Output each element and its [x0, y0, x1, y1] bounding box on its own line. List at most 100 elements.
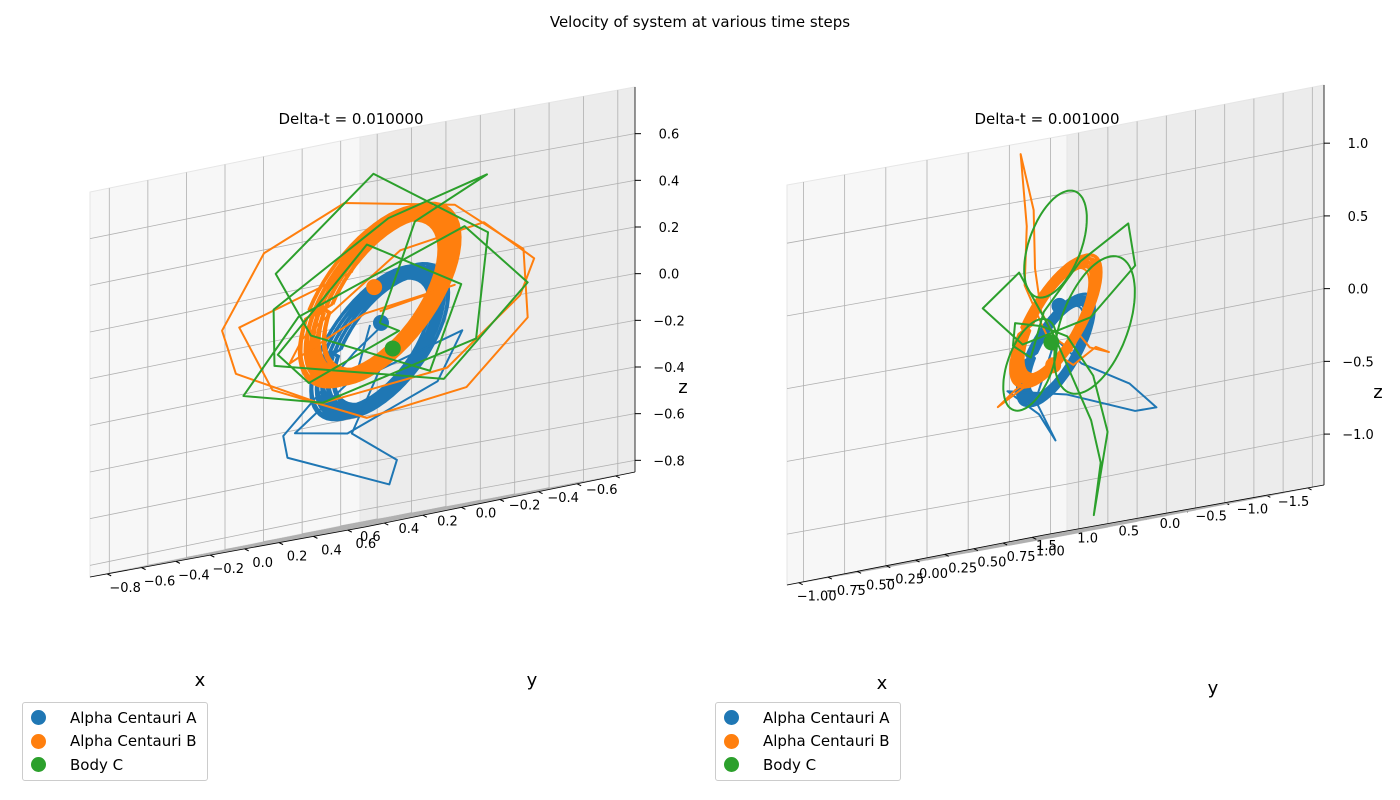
x-tick-label: 0.0	[1160, 517, 1181, 532]
y-axis-line	[786, 534, 1045, 586]
z-tick-label: 0.5	[1348, 210, 1369, 225]
z-gridline	[89, 459, 636, 566]
x-tick-label: −0.4	[547, 491, 579, 506]
y-tick-label: 1.00	[1036, 544, 1065, 559]
axes-box: −1.5−1.0−0.50.00.51.01.5−1.00−0.75−0.50−…	[786, 84, 1374, 605]
z-tick-label: −0.6	[653, 408, 685, 423]
legend-item: Alpha Centauri B	[31, 730, 197, 754]
trajectory-line	[282, 321, 464, 486]
trajectories	[221, 172, 536, 486]
z-tick-label: 0.0	[1348, 283, 1369, 298]
y-tick-label: 0.6	[355, 537, 376, 552]
x-axis-line	[364, 471, 636, 528]
y-gridline	[1003, 92, 1284, 544]
x-tick-label: −0.2	[509, 499, 541, 514]
y-tick	[827, 576, 833, 580]
y-tick-label: 0.75	[1007, 550, 1036, 565]
y-gridline	[244, 108, 516, 550]
body-position-marker	[366, 279, 383, 296]
y-tick	[798, 582, 803, 586]
z-axis-label: z	[1373, 382, 1382, 403]
x-tick	[615, 475, 620, 479]
y-tick	[973, 548, 979, 552]
y-tick-label: −0.4	[178, 568, 210, 583]
y-axis-label: y	[1208, 678, 1219, 699]
x-tick-label: −1.0	[1237, 502, 1269, 517]
legend-label: Alpha Centauri A	[70, 708, 197, 727]
x-tick	[576, 483, 582, 487]
z-tick-label: −0.5	[1342, 355, 1374, 370]
z-gridline	[786, 433, 1325, 535]
x-axis-line	[1043, 484, 1325, 536]
y-gridline	[210, 115, 481, 556]
y-tick	[278, 542, 284, 546]
x-tick	[422, 514, 428, 518]
legend-item: Alpha Centauri A	[31, 706, 197, 730]
y-gridline	[107, 133, 378, 575]
y-tick-label: 0.50	[977, 556, 1006, 571]
x-tick-label: 1.0	[1077, 532, 1098, 547]
y-tick	[1032, 536, 1037, 540]
z-tick-label: −0.4	[653, 361, 685, 376]
y-gridline	[827, 127, 1109, 578]
x-axis-label: x	[195, 670, 206, 691]
orbit-rings	[297, 201, 462, 389]
z-gridline	[89, 133, 636, 240]
y-tick	[313, 535, 318, 539]
z-tick-label: −0.8	[653, 454, 685, 469]
legend-label: Alpha Centauri B	[763, 732, 890, 751]
y-tick-label: −0.6	[144, 575, 176, 590]
legend-label: Body C	[763, 755, 817, 774]
z-axis-label: z	[678, 377, 687, 398]
x-tick-label: 0.2	[437, 514, 458, 529]
trajectory-line	[221, 202, 536, 419]
subplot-title: Delta-t = 0.010000	[279, 110, 424, 128]
y-gridline	[313, 96, 584, 537]
axes-box: −0.6−0.4−0.20.00.20.40.6−0.8 −0.6 −0.4 −0.2…	[89, 86, 685, 596]
x-tick-label: 0.6	[360, 530, 381, 545]
legend-right: Alpha Centauri A Alpha Centauri B Body C	[715, 702, 901, 781]
trajectory-line	[242, 172, 529, 404]
subplot-delta-t-0.001: −1.5−1.0−0.50.00.51.01.5−1.00−0.75−0.50−…	[786, 84, 1383, 699]
z-gridline	[89, 179, 636, 286]
legend-left: Alpha Centauri A Alpha Centauri B Body C	[22, 702, 208, 781]
x-tick	[538, 491, 543, 495]
legend-item: Alpha Centauri A	[724, 706, 890, 730]
z-gridline	[89, 413, 636, 520]
x-tick-label: 0.4	[399, 522, 420, 537]
y-tick-label: −0.2	[213, 562, 245, 577]
z-tick-label: −1.0	[1342, 428, 1374, 443]
y-tick	[347, 529, 353, 533]
z-tick-label: 0.4	[659, 174, 680, 189]
y-gridline	[278, 102, 550, 544]
y-tick	[1002, 542, 1008, 546]
alpha-centauri-b-marker	[31, 733, 46, 749]
legend-item: Alpha Centauri B	[724, 730, 890, 754]
y-tick	[915, 559, 920, 563]
x-tick-label: −0.5	[1195, 510, 1227, 525]
loop-segment	[1053, 255, 1136, 395]
x-tick-label: −0.6	[586, 483, 618, 498]
alpha-centauri-a-marker	[31, 710, 46, 726]
alpha-centauri-a-marker	[724, 710, 739, 726]
x-tick	[499, 499, 505, 502]
x-tick-label: −1.5	[1278, 495, 1310, 510]
x-tick	[384, 522, 389, 526]
x-tick-label: 0.0	[476, 507, 497, 522]
legend-item: Body C	[724, 753, 890, 777]
y-tick-label: 0.00	[919, 567, 948, 582]
z-gridline	[89, 273, 636, 380]
body-c-trajectory	[242, 172, 529, 404]
z-tick-label: 0.2	[659, 221, 680, 236]
trajectory-line	[1006, 337, 1158, 442]
y-tick	[244, 548, 249, 552]
z-gridline	[89, 226, 636, 333]
y-tick-label: 0.4	[321, 543, 342, 558]
x-tick-label: 0.5	[1118, 524, 1139, 539]
trajectory-line	[981, 222, 1137, 517]
body-c-marker	[31, 757, 46, 773]
z-tick-label: 1.0	[1348, 137, 1369, 152]
alpha-centauri-b-trajectory	[221, 201, 536, 419]
y-tick-label: −0.8	[109, 581, 141, 596]
legend-label: Body C	[70, 755, 124, 774]
